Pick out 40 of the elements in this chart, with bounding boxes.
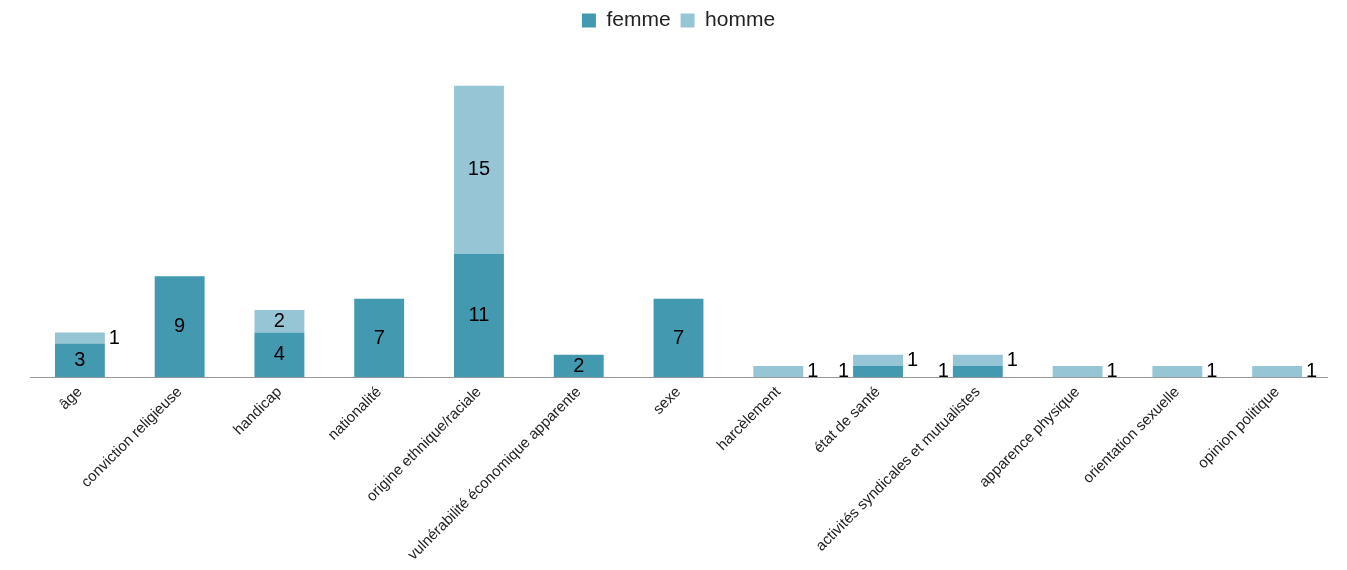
- bar: [54, 343, 105, 378]
- data-label: 1: [807, 359, 819, 382]
- data-label: 1: [1006, 347, 1018, 370]
- bar: [952, 354, 1003, 367]
- bar: [853, 366, 903, 378]
- data-label: 9: [174, 314, 186, 337]
- bar: [653, 298, 704, 378]
- data-label: 11: [468, 303, 490, 326]
- data-label: 1: [1306, 359, 1318, 382]
- data-label: 1: [108, 325, 120, 348]
- data-label: 1: [937, 359, 949, 382]
- data-label: 7: [373, 325, 385, 348]
- data-label: 2: [573, 353, 585, 376]
- bar: [354, 298, 405, 378]
- bar: [254, 332, 305, 378]
- bar: [254, 309, 305, 333]
- bar: [853, 354, 903, 367]
- bar: [553, 354, 604, 378]
- data-label: 2: [273, 308, 285, 331]
- data-label: 15: [467, 157, 491, 180]
- bar: [952, 366, 1003, 378]
- data-label: 1: [837, 359, 850, 382]
- data-label: 1: [906, 347, 919, 370]
- legend-label: femme: [606, 7, 671, 31]
- bar: [454, 253, 504, 378]
- x-tick-label: sexe: [649, 382, 684, 418]
- data-label: 1: [1106, 359, 1118, 382]
- bar: [753, 366, 804, 378]
- bar: [454, 85, 504, 254]
- bar: [154, 276, 205, 378]
- legend-label: homme: [705, 7, 776, 31]
- x-tick-label: âge: [55, 382, 85, 413]
- data-label: 4: [273, 342, 285, 365]
- data-label: 3: [74, 347, 86, 370]
- data-label: 1: [1206, 359, 1218, 382]
- bar: [1052, 366, 1103, 378]
- bar: [1252, 366, 1303, 378]
- bar: [1152, 366, 1203, 378]
- bar: [54, 332, 105, 344]
- data-label: 7: [672, 325, 685, 348]
